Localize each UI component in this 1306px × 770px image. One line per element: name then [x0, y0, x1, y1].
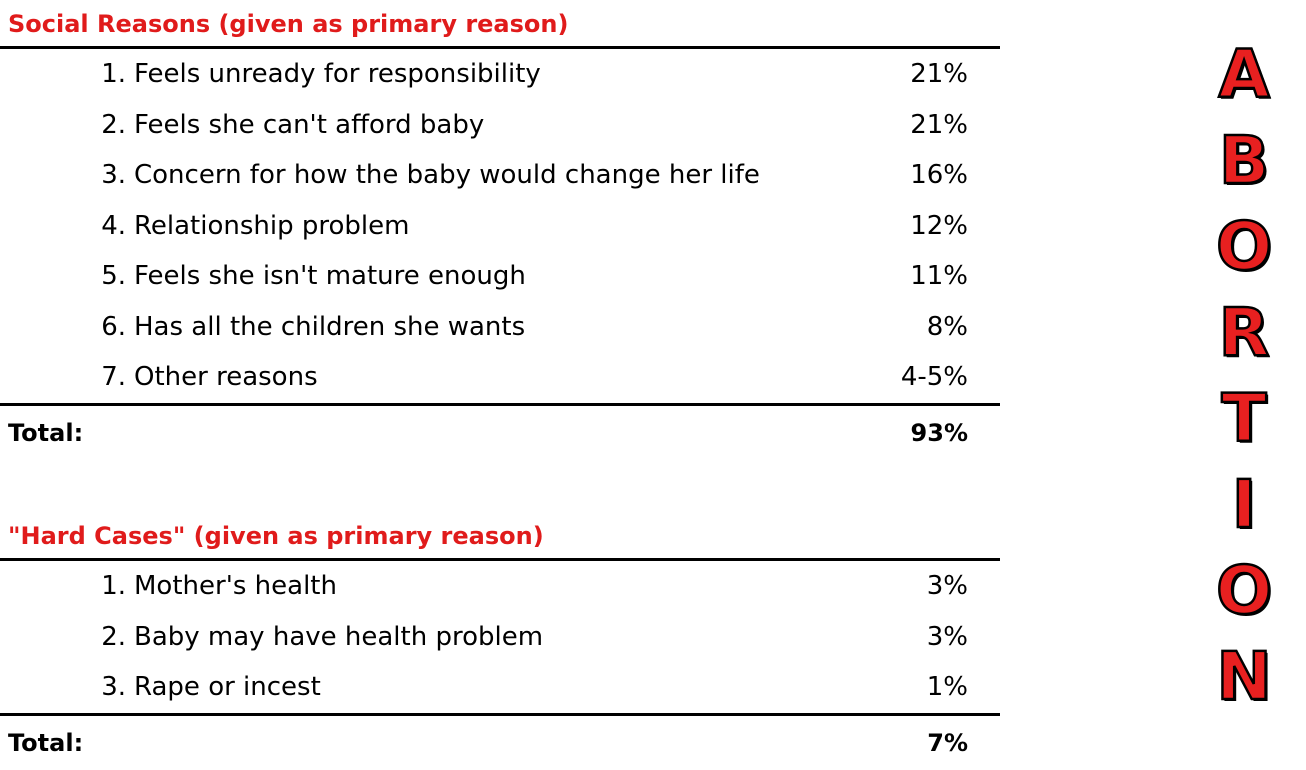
- total-value: 7%: [927, 728, 968, 757]
- item-label: Concern for how the baby would change he…: [134, 160, 760, 190]
- side-letter: O: [1215, 207, 1274, 287]
- social-reasons-list: 1. Feels unready for responsibility 21% …: [0, 49, 1000, 403]
- item-number: 3.: [101, 672, 126, 702]
- list-item: 1. Feels unready for responsibility 21%: [0, 49, 1000, 100]
- side-letter: O: [1215, 551, 1274, 631]
- total-label: Total:: [8, 728, 84, 757]
- item-label: Other reasons: [134, 362, 318, 392]
- list-item: 7. Other reasons 4-5%: [0, 352, 1000, 403]
- list-item: 1. Mother's health 3%: [0, 561, 1000, 612]
- hard-top-rule: [0, 558, 1000, 561]
- vertical-abortion-title: A B O R T I O N: [1192, 32, 1296, 720]
- item-number: 7.: [101, 362, 126, 392]
- item-number: 2.: [101, 109, 126, 140]
- item-label: Feels she can't afford baby: [134, 109, 485, 140]
- list-item: 6. Has all the children she wants 8%: [0, 302, 1000, 353]
- item-number: 1.: [101, 59, 126, 89]
- total-value: 93%: [910, 418, 968, 447]
- item-number: 2.: [101, 621, 126, 652]
- item-percent: 4-5%: [900, 362, 968, 392]
- item-number: 4.: [101, 210, 126, 241]
- hard-total-row: Total: 7%: [0, 716, 1000, 770]
- item-number: 5.: [101, 261, 126, 291]
- hard-cases-title: "Hard Cases" (given as primary reason): [8, 522, 544, 550]
- item-percent: 11%: [910, 261, 968, 291]
- social-total-row: Total: 93%: [0, 406, 1000, 460]
- item-label: Feels she isn't mature enough: [134, 261, 526, 291]
- side-letter: I: [1230, 465, 1257, 545]
- social-reasons-section: Social Reasons (given as primary reason)…: [0, 0, 1000, 460]
- social-reasons-title: Social Reasons (given as primary reason): [8, 10, 569, 38]
- item-label: Mother's health: [134, 571, 337, 601]
- item-label: Rape or incest: [134, 672, 321, 702]
- social-top-rule: [0, 46, 1000, 49]
- list-item: 4. Relationship problem 12%: [0, 201, 1000, 252]
- item-number: 6.: [101, 311, 126, 342]
- item-percent: 8%: [926, 311, 968, 342]
- item-percent: 3%: [926, 571, 968, 601]
- item-label: Has all the children she wants: [134, 311, 526, 342]
- side-letter: R: [1217, 293, 1270, 373]
- item-number: 3.: [101, 160, 126, 190]
- item-percent: 3%: [926, 621, 968, 652]
- side-letter: T: [1220, 379, 1268, 459]
- item-label: Relationship problem: [134, 210, 410, 241]
- hard-cases-list: 1. Mother's health 3% 2. Baby may have h…: [0, 561, 1000, 713]
- item-number: 1.: [101, 571, 126, 601]
- side-letter: A: [1217, 35, 1271, 115]
- item-label: Baby may have health problem: [134, 621, 544, 652]
- item-label: Feels unready for responsibility: [134, 59, 541, 89]
- list-item: 2. Baby may have health problem 3%: [0, 612, 1000, 663]
- side-letter: N: [1215, 637, 1273, 717]
- list-item: 2. Feels she can't afford baby 21%: [0, 100, 1000, 151]
- hard-total-rule: [0, 712, 1000, 716]
- list-item: 3. Concern for how the baby would change…: [0, 150, 1000, 201]
- social-total-rule: [0, 402, 1000, 406]
- item-percent: 21%: [910, 109, 968, 140]
- total-label: Total:: [8, 418, 84, 447]
- side-letter: B: [1218, 121, 1271, 201]
- list-item: 3. Rape or incest 1%: [0, 662, 1000, 713]
- item-percent: 21%: [910, 59, 968, 89]
- hard-cases-section: "Hard Cases" (given as primary reason) 1…: [0, 512, 1000, 770]
- list-item: 5. Feels she isn't mature enough 11%: [0, 251, 1000, 302]
- item-percent: 1%: [926, 672, 968, 702]
- item-percent: 16%: [910, 160, 968, 190]
- item-percent: 12%: [910, 210, 968, 241]
